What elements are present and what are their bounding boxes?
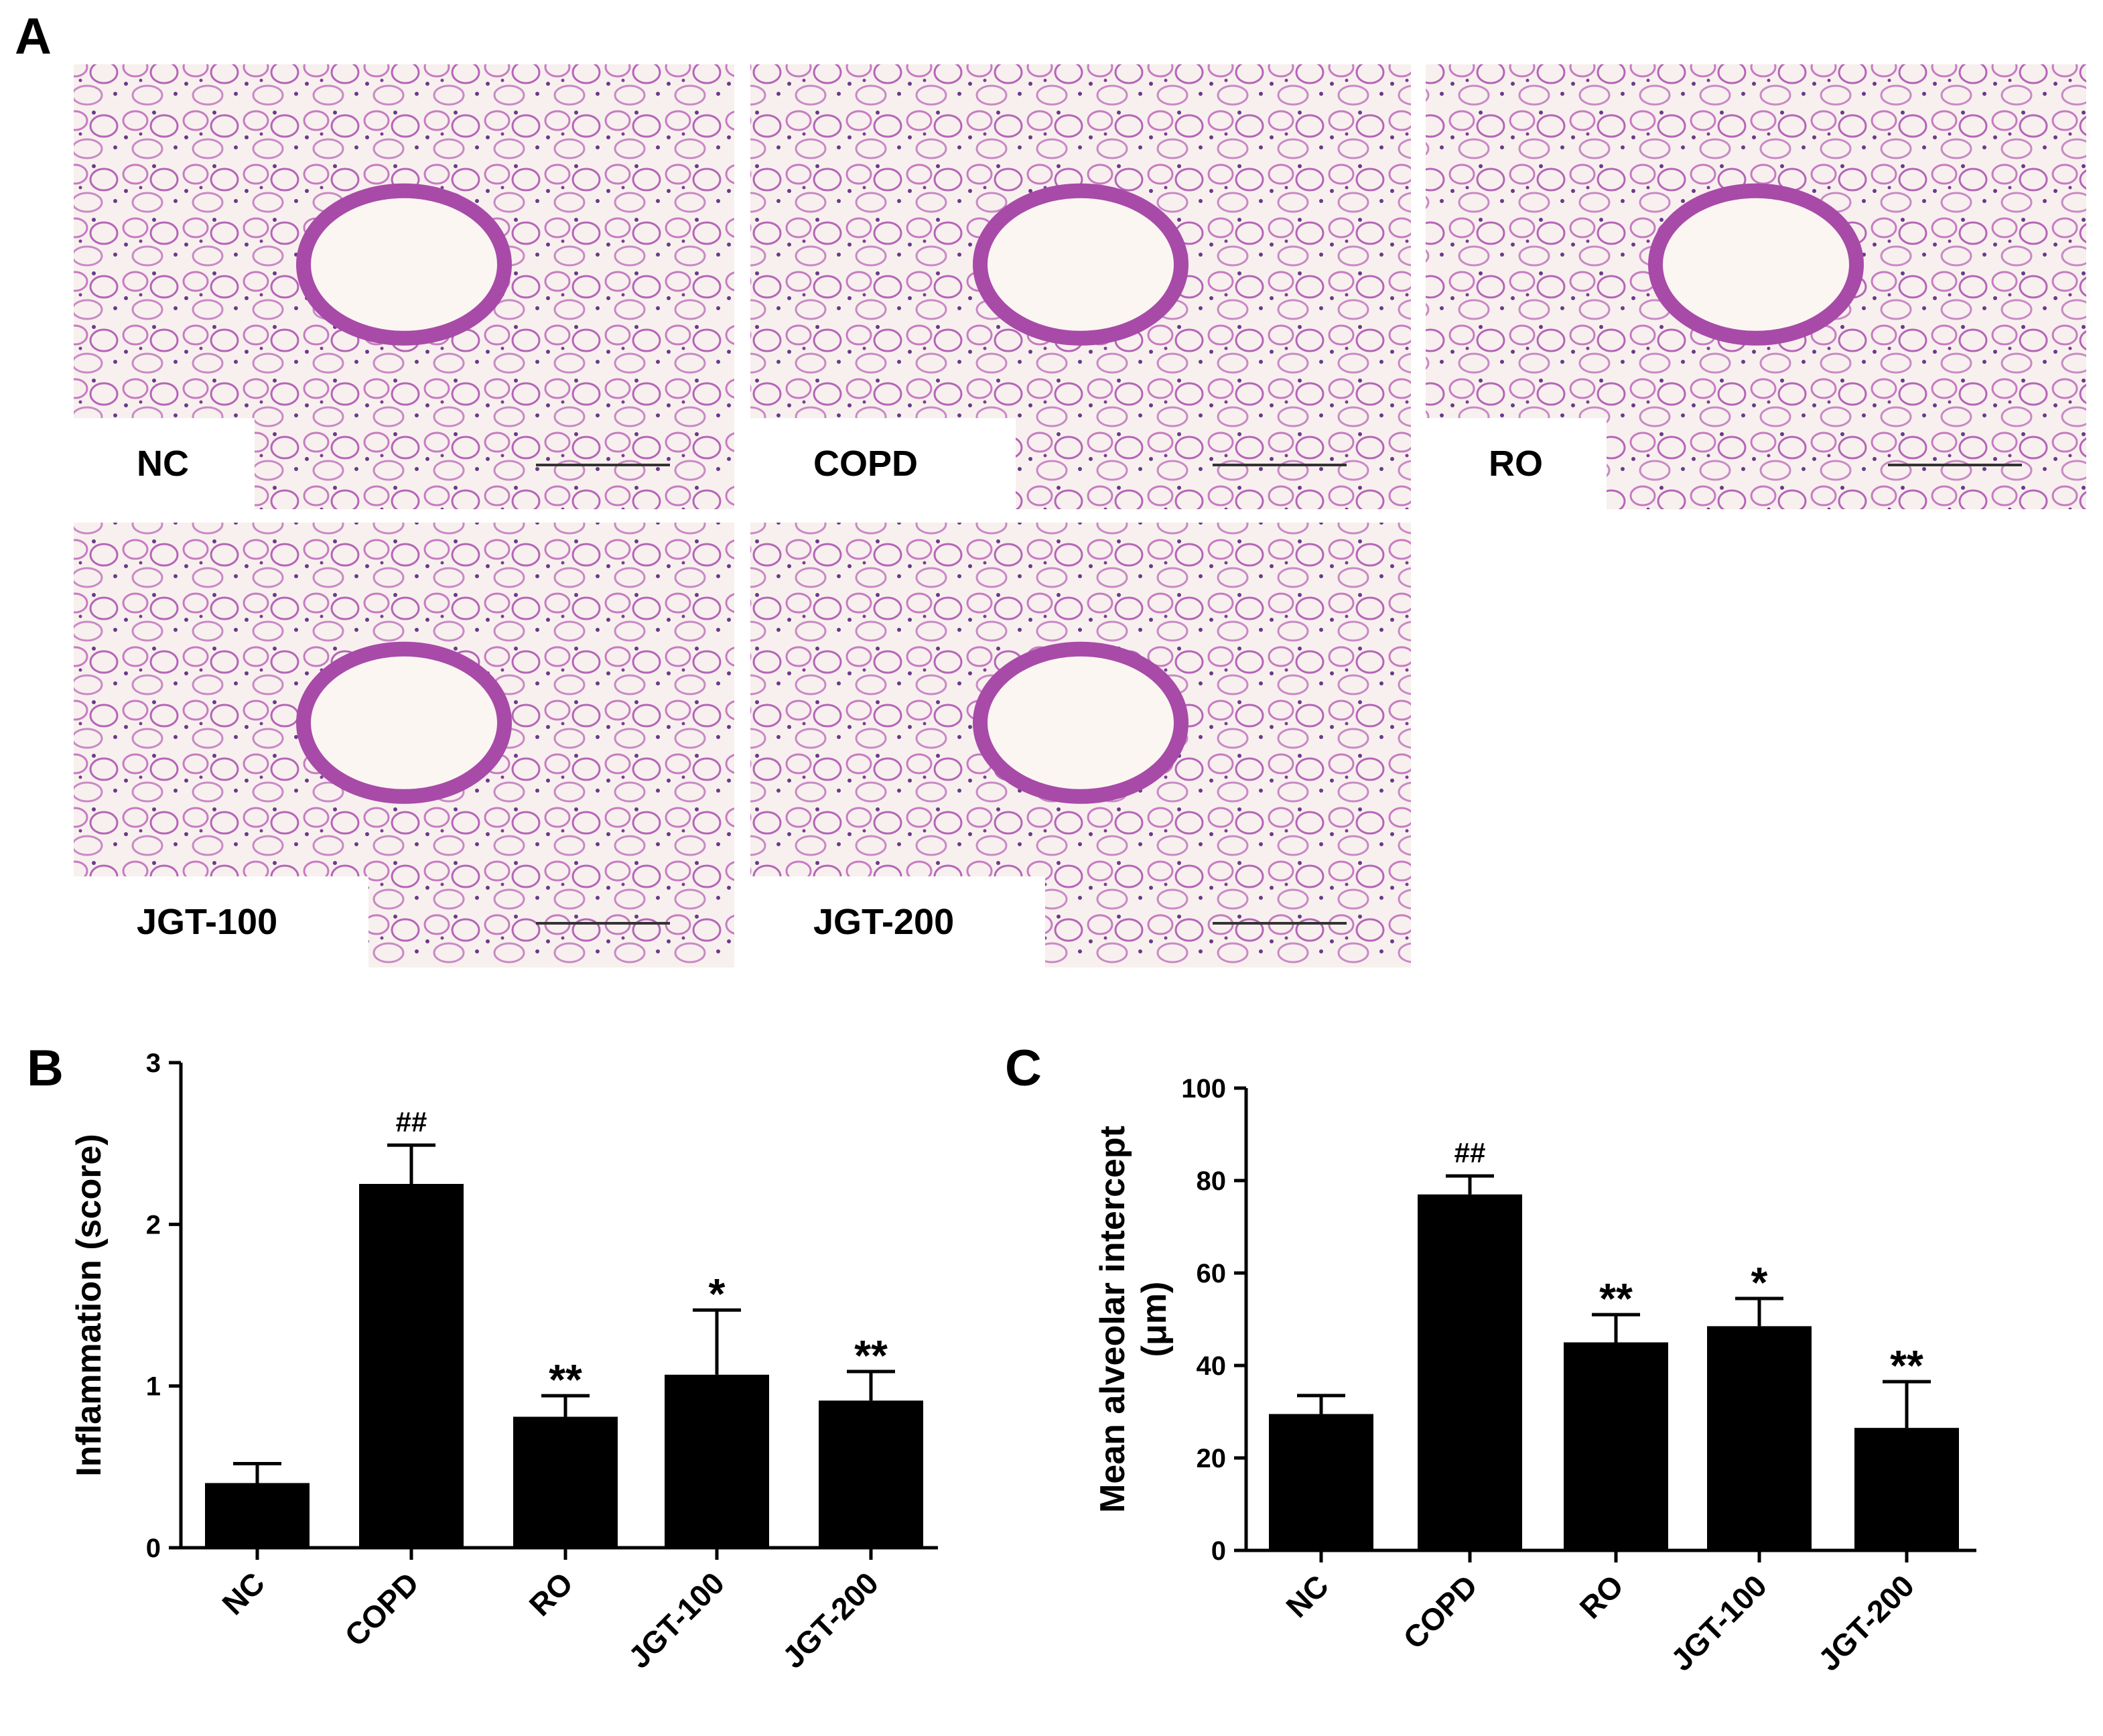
significance-label: * — [1751, 1258, 1768, 1307]
x-tick-label: NC — [1279, 1568, 1335, 1624]
y-tick-label: 100 — [1181, 1074, 1226, 1104]
bar — [513, 1416, 618, 1548]
bar — [1564, 1342, 1668, 1550]
y-tick-label: 0 — [146, 1534, 161, 1563]
x-tick-label: JGT-100 — [1664, 1568, 1773, 1677]
airway — [296, 183, 512, 346]
panel-label: A — [15, 8, 52, 65]
x-tick-label: JGT-200 — [776, 1565, 885, 1674]
y-tick-label: 60 — [1197, 1259, 1227, 1288]
bar — [205, 1483, 310, 1548]
airway — [1648, 183, 1864, 346]
bar — [1269, 1414, 1373, 1550]
airway — [973, 183, 1189, 346]
y-tick-label: 1 — [146, 1372, 161, 1402]
significance-label: ** — [1890, 1341, 1923, 1390]
y-tick-label: 80 — [1197, 1166, 1227, 1196]
airway — [296, 641, 512, 804]
x-tick-label: JGT-100 — [622, 1565, 731, 1674]
x-tick-label: COPD — [338, 1565, 425, 1653]
y-tick-label: 20 — [1197, 1444, 1227, 1473]
bar — [1418, 1194, 1522, 1550]
y-axis-title: Mean alveolar intercept — [1093, 1126, 1132, 1513]
label-box — [74, 418, 255, 509]
x-tick-label: NC — [215, 1565, 271, 1621]
y-tick-label: 3 — [146, 1049, 161, 1078]
x-tick-label: JGT-200 — [1812, 1568, 1921, 1677]
significance-label: ## — [1454, 1137, 1486, 1169]
bar — [1854, 1428, 1959, 1550]
label-box — [74, 876, 368, 967]
panel-label: B — [27, 1040, 64, 1097]
panel-label: C — [1005, 1040, 1042, 1097]
label-box — [750, 876, 1045, 967]
y-tick-label: 40 — [1197, 1351, 1227, 1381]
y-axis-title: Inflammation (score) — [70, 1134, 109, 1476]
airway — [973, 641, 1189, 804]
y-tick-label: 0 — [1211, 1536, 1226, 1566]
micrograph-label: NC — [137, 444, 189, 484]
significance-label: ** — [854, 1331, 888, 1380]
bar — [665, 1374, 769, 1548]
bar — [359, 1184, 464, 1548]
micrograph-label: JGT-200 — [813, 902, 954, 942]
x-tick-label: COPD — [1396, 1568, 1484, 1656]
significance-label: ## — [396, 1106, 427, 1138]
significance-label: ** — [1599, 1274, 1633, 1323]
label-box — [750, 418, 1016, 509]
micrograph-label: COPD — [813, 444, 918, 484]
x-tick-label: RO — [523, 1565, 580, 1623]
micrograph-label: JGT-100 — [137, 902, 277, 942]
x-tick-label: RO — [1573, 1568, 1631, 1625]
bar — [819, 1400, 923, 1548]
significance-label: ** — [549, 1355, 582, 1404]
y-axis-title: (μm) — [1135, 1282, 1174, 1357]
y-tick-label: 2 — [146, 1210, 161, 1240]
label-box — [1426, 418, 1607, 509]
significance-label: * — [709, 1270, 726, 1318]
micrograph-label: RO — [1489, 444, 1543, 484]
bar — [1707, 1326, 1812, 1550]
